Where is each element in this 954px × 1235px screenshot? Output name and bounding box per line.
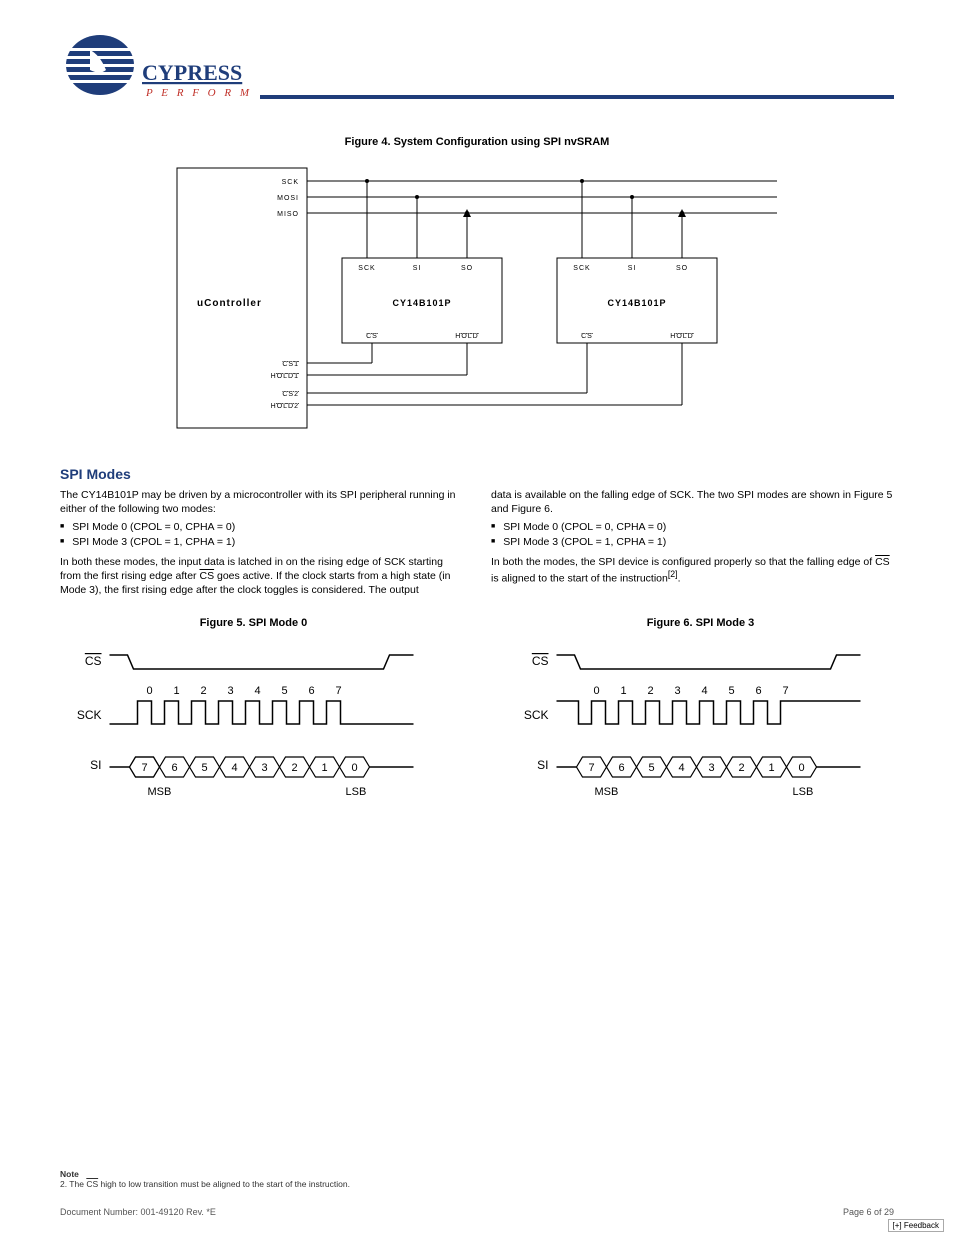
svg-text:CS1: CS1 [282, 361, 299, 368]
svg-text:HOLD2: HOLD2 [271, 403, 299, 410]
svg-text:MOSI: MOSI [277, 195, 299, 202]
figure5-title: Figure 5. SPI Mode 0 [60, 617, 447, 629]
svg-text:SO: SO [461, 265, 473, 272]
svg-text:LSB: LSB [346, 786, 367, 798]
page-header: CYPRESS P E R F O R M CY14B101P [60, 30, 894, 130]
spi-para3: data is available on the falling edge of… [491, 488, 894, 516]
svg-text:HOLD: HOLD [455, 333, 478, 340]
figure4-title: Figure 4. System Configuration using SPI… [60, 136, 894, 148]
bullet-mode3-r: SPI Mode 3 (CPOL = 1, CPHA = 1) [491, 535, 894, 549]
svg-text:0: 0 [351, 762, 357, 774]
svg-text:5: 5 [648, 762, 654, 774]
svg-text:HOLD: HOLD [670, 333, 693, 340]
svg-text:4: 4 [678, 762, 684, 774]
svg-text:MISO: MISO [277, 211, 299, 218]
svg-text:SCK: SCK [282, 179, 299, 186]
svg-text:2: 2 [291, 762, 297, 774]
footnote: Note 2. The CS high to low transition mu… [60, 1169, 894, 1189]
doc-number: Document Number: 001-49120 Rev. *E [60, 1207, 216, 1217]
svg-text:7: 7 [141, 762, 147, 774]
svg-text:SCK: SCK [524, 708, 549, 722]
spi-para4: In both the modes, the SPI device is con… [491, 555, 894, 586]
footnote-text: 2. The CS high to low transition must be… [60, 1179, 350, 1189]
svg-text:0: 0 [798, 762, 804, 774]
svg-text:2: 2 [648, 685, 654, 697]
svg-text:CS2: CS2 [282, 391, 299, 398]
svg-text:SCK: SCK [573, 265, 590, 272]
svg-text:SCK: SCK [358, 265, 375, 272]
figure5-timing: CS 0 1 2 3 4 5 6 7 SCK SI [60, 639, 447, 809]
spi-para2: In both these modes, the input data is l… [60, 555, 463, 598]
svg-text:6: 6 [756, 685, 762, 697]
svg-text:6: 6 [309, 685, 315, 697]
svg-text:CS: CS [85, 654, 102, 668]
bullet-mode3: SPI Mode 3 (CPOL = 1, CPHA = 1) [60, 535, 463, 549]
svg-text:CS: CS [366, 333, 378, 340]
svg-text:7: 7 [588, 762, 594, 774]
figure6-timing: CS 0 1 2 3 4 5 6 7 SCK SI [507, 639, 894, 809]
svg-text:HOLD1: HOLD1 [271, 373, 299, 380]
svg-text:4: 4 [255, 685, 261, 697]
svg-text:1: 1 [621, 685, 627, 697]
feedback-link[interactable]: [+] Feedback [888, 1215, 944, 1233]
figure6-title: Figure 6. SPI Mode 3 [507, 617, 894, 629]
svg-text:CS: CS [581, 333, 593, 340]
spi-intro: The CY14B101P may be driven by a microco… [60, 488, 463, 516]
spi-modes-heading: SPI Modes [60, 466, 894, 482]
svg-text:SI: SI [628, 265, 637, 272]
part-number: CY14B101P [783, 60, 894, 83]
svg-text:1: 1 [321, 762, 327, 774]
bullet-mode0-r: SPI Mode 0 (CPOL = 0, CPHA = 0) [491, 520, 894, 534]
svg-text:SI: SI [413, 265, 422, 272]
page-number: Page 6 of 29 [843, 1207, 894, 1217]
svg-text:4: 4 [702, 685, 708, 697]
header-rule [260, 95, 894, 99]
svg-text:uController: uController [197, 298, 262, 309]
page-footer: Document Number: 001-49120 Rev. *E Page … [60, 1207, 894, 1217]
svg-text:7: 7 [783, 685, 789, 697]
svg-text:1: 1 [174, 685, 180, 697]
svg-text:CYPRESS: CYPRESS [142, 60, 242, 85]
svg-text:CS: CS [532, 654, 549, 668]
svg-text:CY14B101P: CY14B101P [392, 298, 451, 308]
svg-text:5: 5 [282, 685, 288, 697]
svg-text:3: 3 [708, 762, 714, 774]
svg-text:MSB: MSB [595, 786, 619, 798]
svg-text:SO: SO [676, 265, 688, 272]
svg-text:5: 5 [201, 762, 207, 774]
svg-text:SI: SI [90, 758, 101, 772]
svg-text:P E R F O R M: P E R F O R M [145, 87, 250, 99]
svg-text:SI: SI [537, 758, 548, 772]
svg-text:SCK: SCK [77, 708, 102, 722]
svg-text:CY14B101P: CY14B101P [607, 298, 666, 308]
svg-text:0: 0 [147, 685, 153, 697]
svg-text:0: 0 [594, 685, 600, 697]
svg-text:6: 6 [618, 762, 624, 774]
figure4-diagram: uController SCK MOSI MISO CS1 HOLD1 CS2 … [157, 158, 797, 448]
svg-text:1: 1 [768, 762, 774, 774]
svg-text:2: 2 [201, 685, 207, 697]
svg-text:6: 6 [171, 762, 177, 774]
cypress-logo: CYPRESS P E R F O R M [60, 30, 250, 121]
svg-text:5: 5 [729, 685, 735, 697]
svg-text:3: 3 [675, 685, 681, 697]
svg-text:2: 2 [738, 762, 744, 774]
svg-text:LSB: LSB [793, 786, 814, 798]
svg-text:MSB: MSB [148, 786, 172, 798]
svg-text:4: 4 [231, 762, 237, 774]
svg-text:3: 3 [261, 762, 267, 774]
svg-text:7: 7 [336, 685, 342, 697]
svg-text:3: 3 [228, 685, 234, 697]
spi-modes-body: The CY14B101P may be driven by a microco… [60, 488, 894, 597]
bullet-mode0: SPI Mode 0 (CPOL = 0, CPHA = 0) [60, 520, 463, 534]
